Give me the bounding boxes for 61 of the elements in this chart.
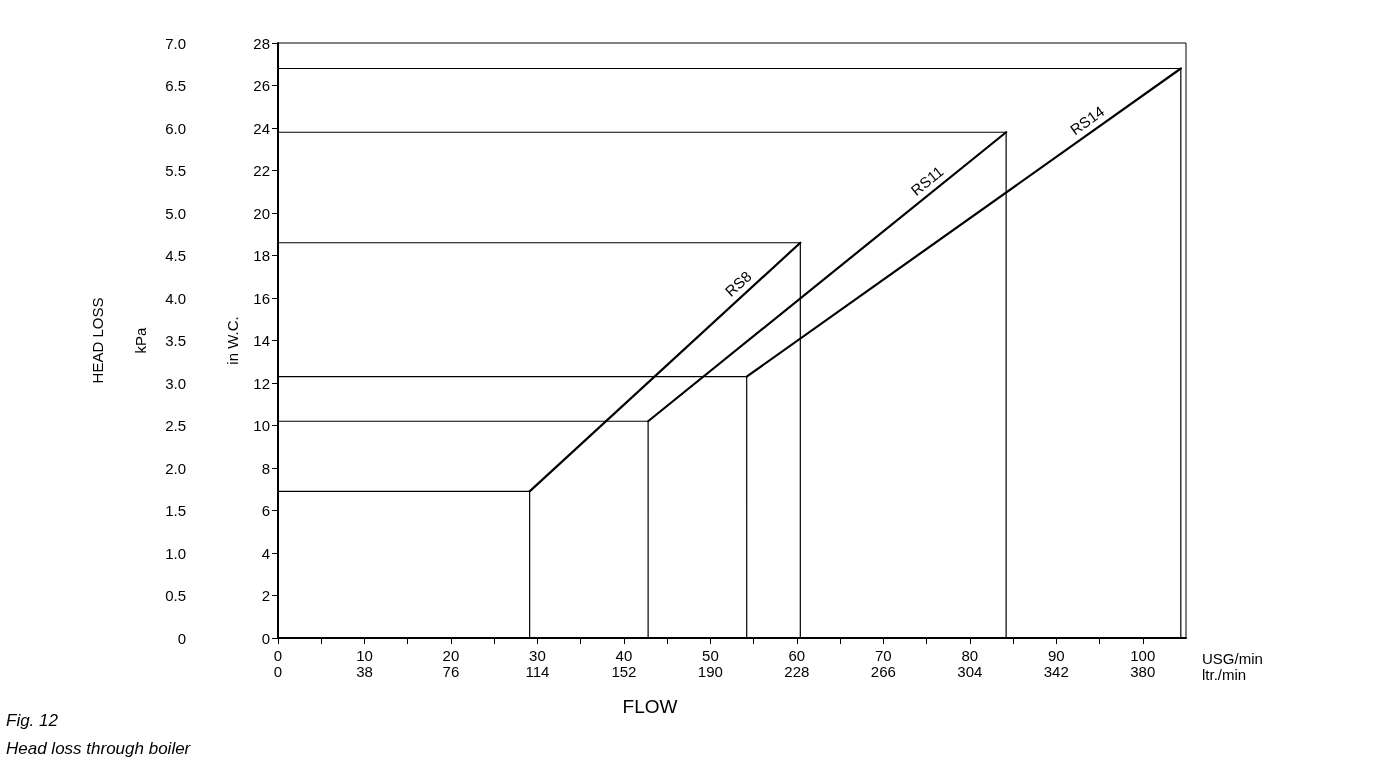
y2-tick-label: 4.5 [165,247,186,264]
y2-tick-label: 5.0 [165,204,186,222]
y2-tick-label: 0 [177,629,186,647]
text: RS8 [721,267,755,300]
x-tick-label: 10 [356,647,373,664]
x-tick-label: 80 [961,647,979,664]
y2-tick-label: 2.0 [165,459,186,477]
text: Head loss through boiler [6,738,192,758]
y-tick-label: 4 [261,544,270,562]
text: FLOW [622,695,678,717]
y-tick-label: 0 [261,629,270,647]
x-axis-title: USG/min [1202,649,1263,667]
y-tick-label: 12 [253,374,270,392]
y-tick-label: 26 [253,77,270,94]
y-axis-title: in W.C. [224,316,241,365]
x-tick-label: 50 [702,647,719,664]
y-tick-label: 2 [261,587,270,604]
y-tick-label: 24 [253,119,270,137]
y2-tick-label: 1.5 [165,502,186,519]
y-tick-label: 10 [253,417,270,434]
text: HEAD LOSS [88,297,106,384]
x2-tick-label: 114 [525,663,550,680]
x2-axis-title: ltr./min [1202,665,1247,683]
x2-tick-label: 190 [697,663,723,680]
x2-tick-label: 228 [784,663,810,680]
y2-tick-label: 2.5 [165,417,186,434]
x2-tick-label: 342 [1043,663,1069,680]
x2-tick-label: 76 [442,663,460,680]
y-tick-label: 22 [253,162,270,179]
y2-tick-label: 3.0 [165,374,186,392]
x2-tick-label: 266 [870,663,896,680]
x2-tick-label: 0 [273,663,283,680]
y2-tick-label: 4.0 [165,289,186,307]
y2-tick-label: 5.5 [165,162,186,179]
x2-tick-label: 38 [356,663,373,680]
y-tick-label: 20 [253,204,270,222]
x-tick-label: 70 [874,647,892,664]
y-tick-label: 18 [253,247,270,264]
y-tick-label: 8 [261,459,270,477]
x2-tick-label: 152 [611,663,637,680]
y-tick-label: 14 [253,332,270,349]
y2-tick-label: 1.0 [165,544,186,562]
y2-tick-label: 7.0 [165,34,186,52]
y-tick-label: 28 [253,34,270,52]
y2-tick-label: 0.5 [165,587,186,604]
y-tick-label: 6 [261,502,270,519]
x-tick-label: 100 [1130,647,1156,664]
x-tick-label: 30 [529,647,546,664]
y2-tick-label: 6.5 [165,77,186,94]
x2-tick-label: 380 [1130,663,1156,680]
x-tick-label: 40 [615,647,633,664]
y-tick-label: 16 [253,289,270,307]
x-tick-label: 90 [1047,647,1065,664]
caption: Fig. 12 [6,710,59,730]
y2-tick-label: 6.0 [165,119,186,137]
x-tick-label: 60 [788,647,806,664]
x-tick-label: 0 [273,647,283,664]
y2-tick-label: 3.5 [165,332,186,349]
x2-tick-label: 304 [957,663,983,680]
y2-axis-title: kPa [132,326,149,354]
x-tick-label: 20 [442,647,460,664]
